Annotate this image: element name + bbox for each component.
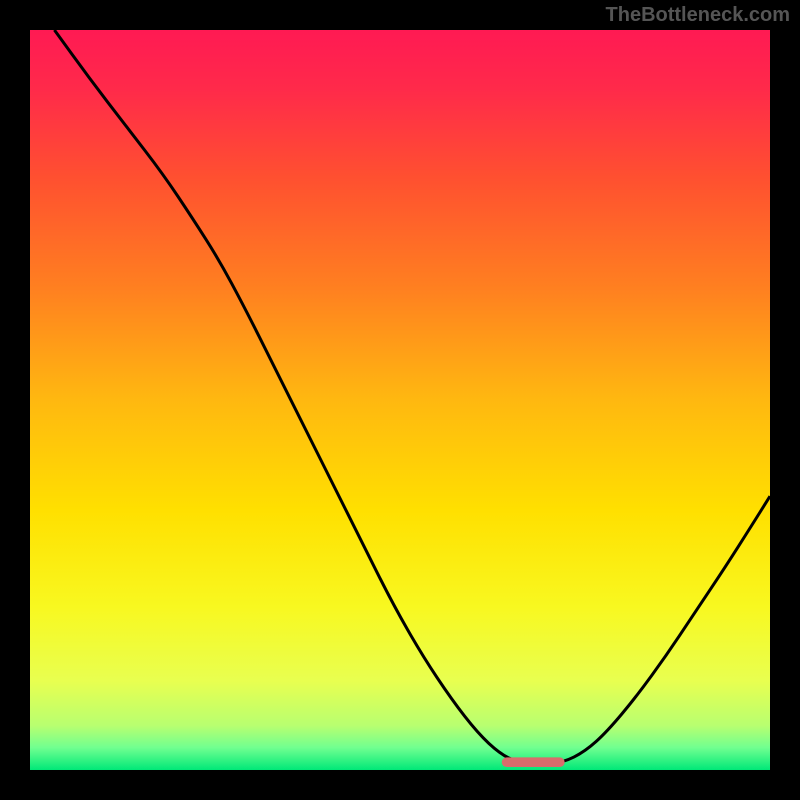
bottleneck-chart bbox=[0, 0, 800, 800]
optimum-marker bbox=[502, 757, 565, 767]
watermark-text: TheBottleneck.com bbox=[606, 4, 790, 27]
plot-background bbox=[30, 30, 770, 770]
